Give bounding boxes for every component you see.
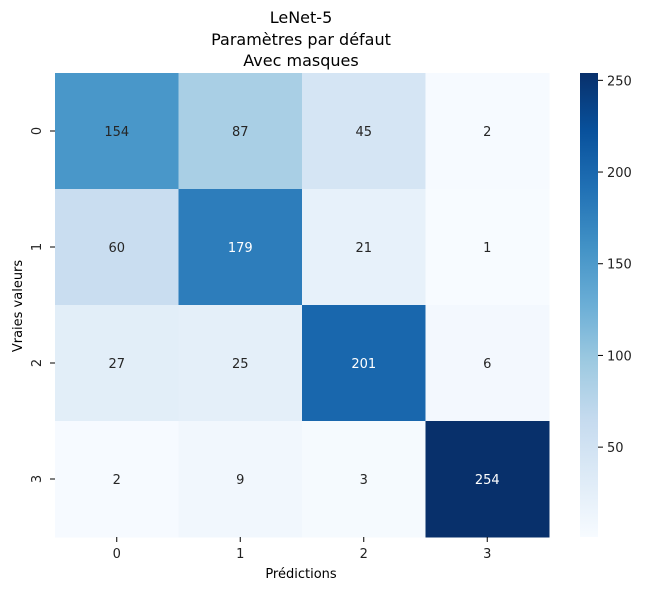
y-tick-label: 2 [30, 359, 45, 367]
colorbar-tick-label: 50 [607, 441, 624, 456]
cell-value-label: 254 [475, 473, 500, 488]
cell-value-label: 201 [351, 357, 376, 372]
y-tick-label: 0 [30, 127, 45, 135]
cell-value-label: 154 [104, 125, 129, 140]
x-tick-label: 2 [360, 547, 368, 562]
title-line-2: Paramètres par défaut [211, 30, 391, 49]
cell-value-label: 1 [483, 241, 491, 256]
colorbar-tick-label: 100 [607, 349, 632, 364]
x-tick-label: 0 [113, 547, 121, 562]
cell-value-label: 27 [108, 357, 125, 372]
title-line-1: LeNet-5 [270, 8, 333, 27]
cell-value-label: 2 [483, 125, 491, 140]
y-axis-label: Vraies valeurs [11, 260, 26, 353]
heatmap-cell [55, 73, 179, 190]
heatmap-cell [302, 189, 426, 306]
cell-value-label: 2 [113, 473, 121, 488]
x-axis-ticks: 0 1 2 3 [113, 537, 491, 562]
x-tick-label: 1 [236, 547, 244, 562]
colorbar-tick-label: 250 [607, 74, 632, 89]
colorbar-tick-label: 200 [607, 166, 632, 181]
cell-value-label: 60 [108, 241, 125, 256]
heatmap-cell [425, 305, 550, 422]
chart-title: LeNet-5 Paramètres par défaut Avec masqu… [211, 8, 391, 70]
cell-value-label: 45 [355, 125, 372, 140]
x-tick-label: 3 [483, 547, 491, 562]
cell-value-label: 87 [232, 125, 249, 140]
x-axis-label: Prédictions [265, 567, 337, 582]
heatmap-cells: 154 87 45 2 60 179 21 1 27 25 201 6 2 9 3 254 [55, 73, 550, 538]
colorbar-ticks: 50 100 150 200 250 [598, 74, 632, 456]
heatmap-cell [302, 305, 426, 422]
heatmap-cell [178, 305, 303, 422]
heatmap-cell [178, 421, 303, 538]
title-line-3: Avec masques [243, 51, 358, 70]
y-tick-label: 1 [30, 243, 45, 251]
cell-value-label: 9 [236, 473, 244, 488]
cell-value-label: 3 [360, 473, 368, 488]
heatmap-cell [425, 73, 550, 190]
y-axis-ticks: 0 1 2 3 [30, 127, 55, 483]
heatmap-cell [425, 189, 550, 306]
heatmap-cell [425, 421, 550, 538]
heatmap-cell [178, 73, 303, 190]
heatmap-cell [178, 189, 303, 306]
heatmap-cell [302, 421, 426, 538]
cell-value-label: 25 [232, 357, 249, 372]
colorbar [580, 73, 598, 537]
colorbar-tick-label: 150 [607, 258, 632, 273]
heatmap-cell [55, 421, 179, 538]
heatmap-cell [302, 73, 426, 190]
y-tick-label: 3 [30, 475, 45, 483]
cell-value-label: 179 [228, 241, 253, 256]
heatmap-cell [55, 189, 179, 306]
cell-value-label: 6 [483, 357, 491, 372]
heatmap-cell [55, 305, 179, 422]
cell-value-label: 21 [355, 241, 372, 256]
